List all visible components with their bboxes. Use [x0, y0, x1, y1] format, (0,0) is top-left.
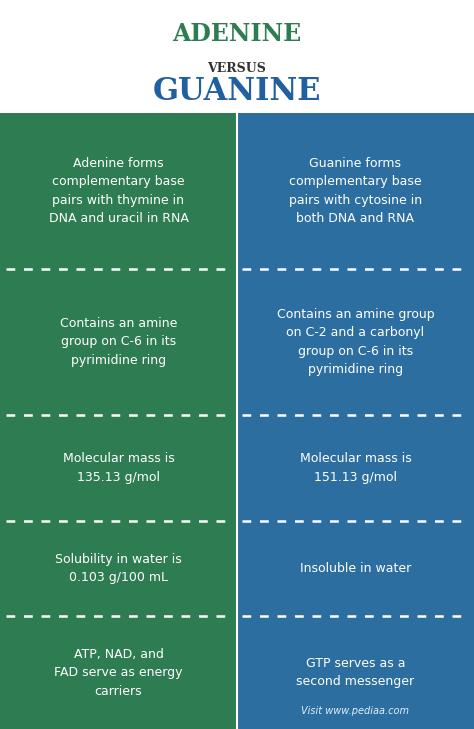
Bar — [0, 415, 237, 521]
Bar — [237, 113, 474, 117]
Text: Molecular mass is
135.13 g/mol: Molecular mass is 135.13 g/mol — [63, 452, 174, 483]
Text: Contains an amine
group on C-6 in its
pyrimidine ring: Contains an amine group on C-6 in its py… — [60, 317, 177, 367]
Text: Guanine forms
complementary base
pairs with cytosine in
both DNA and RNA: Guanine forms complementary base pairs w… — [289, 157, 422, 225]
Text: ADENINE: ADENINE — [173, 22, 301, 46]
Bar — [237, 521, 474, 616]
Bar — [0, 616, 237, 729]
Bar — [237, 415, 474, 521]
Text: GUANINE: GUANINE — [153, 76, 321, 107]
Bar — [237, 269, 474, 415]
Bar — [237, 616, 474, 729]
Text: Solubility in water is
0.103 g/100 mL: Solubility in water is 0.103 g/100 mL — [55, 553, 182, 584]
Text: Contains an amine group
on C-2 and a carbonyl
group on C-6 in its
pyrimidine rin: Contains an amine group on C-2 and a car… — [277, 308, 434, 376]
Text: Visit www.pediaa.com: Visit www.pediaa.com — [301, 706, 410, 716]
Bar — [237, 113, 474, 269]
Bar — [0, 521, 237, 616]
Text: GTP serves as a
second messenger: GTP serves as a second messenger — [296, 657, 415, 688]
Text: VERSUS: VERSUS — [208, 62, 266, 75]
Bar — [0, 113, 237, 269]
Text: Molecular mass is
151.13 g/mol: Molecular mass is 151.13 g/mol — [300, 452, 411, 483]
Text: ATP, NAD, and
FAD serve as energy
carriers: ATP, NAD, and FAD serve as energy carrie… — [54, 647, 183, 698]
Bar — [0, 269, 237, 415]
Bar — [0, 113, 237, 117]
Text: Adenine forms
complementary base
pairs with thymine in
DNA and uracil in RNA: Adenine forms complementary base pairs w… — [48, 157, 189, 225]
Text: Insoluble in water: Insoluble in water — [300, 562, 411, 575]
